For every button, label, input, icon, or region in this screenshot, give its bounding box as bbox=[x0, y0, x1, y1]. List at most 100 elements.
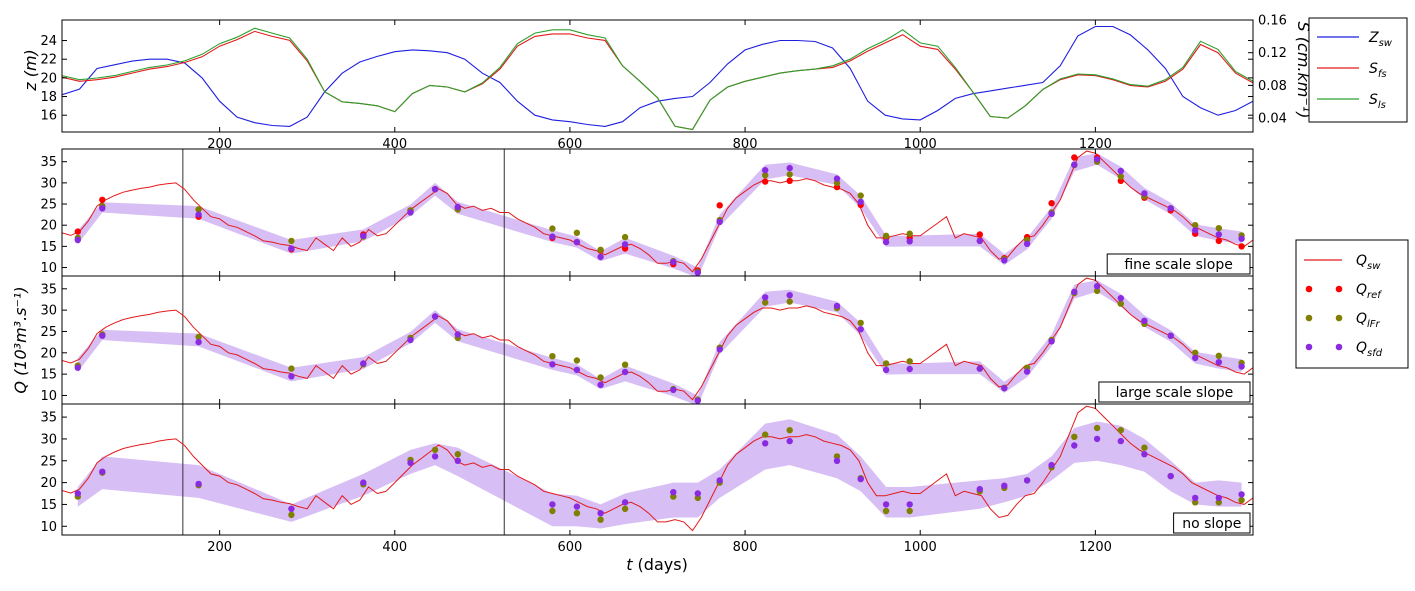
y-tick-label: 20 bbox=[40, 71, 57, 86]
y-tick-label: 15 bbox=[40, 240, 57, 255]
point-q-sfd bbox=[195, 211, 202, 218]
point-q-sfd bbox=[1117, 167, 1125, 175]
point-q-lfr bbox=[906, 230, 913, 237]
uncertainty-band bbox=[77, 280, 1242, 404]
point-q-sfd bbox=[360, 232, 367, 239]
point-q-lfr bbox=[1093, 287, 1101, 295]
point-q-sfd bbox=[762, 440, 769, 447]
point-q-sfd bbox=[74, 236, 82, 244]
z-axis-label: z (m) bbox=[21, 49, 40, 92]
point-q-sfd bbox=[1192, 227, 1199, 234]
point-q-sfd bbox=[1023, 240, 1031, 247]
point-q-lfr bbox=[288, 365, 295, 372]
point-q-sfd bbox=[882, 501, 890, 508]
point-q-lfr bbox=[1071, 433, 1078, 440]
point-q-sfd bbox=[833, 175, 841, 182]
legend-label-q-sfd: Qsfd bbox=[1356, 340, 1383, 359]
point-q-lfr bbox=[882, 360, 890, 367]
panel-no-slope: 200 400 600 800 1000 1200 10 15 20 25 30 35 no slope bbox=[40, 403, 1254, 555]
point-q-sfd bbox=[716, 346, 723, 353]
point-q-lfr bbox=[1192, 499, 1199, 506]
point-q-lfr bbox=[882, 232, 890, 239]
y-tick-label: 18 bbox=[40, 90, 57, 105]
point-q-sfd bbox=[786, 292, 793, 299]
point-q-sfd bbox=[431, 313, 439, 320]
y-tick-label: 30 bbox=[40, 304, 57, 319]
y-tick-label: 15 bbox=[40, 368, 57, 383]
panel-annotation: fine scale slope bbox=[1124, 257, 1233, 273]
point-q-lfr bbox=[1117, 300, 1125, 307]
point-q-ref bbox=[786, 177, 793, 184]
point-q-sfd bbox=[716, 218, 723, 225]
point-q-lfr bbox=[597, 516, 604, 523]
point-q-ref bbox=[716, 202, 723, 209]
s-axis-label: S (cm.km⁻¹) bbox=[1294, 22, 1313, 119]
point-q-sfd bbox=[762, 167, 769, 174]
point-q-sfd bbox=[857, 198, 864, 206]
y-tick-label: 16 bbox=[40, 109, 57, 124]
point-q-sfd bbox=[762, 294, 769, 301]
point-q-lfr bbox=[1093, 424, 1101, 432]
fine-plot-area bbox=[62, 149, 1253, 276]
point-q-sfd bbox=[454, 457, 461, 464]
point-q-sfd bbox=[288, 373, 295, 380]
x-tick-label: 800 bbox=[733, 137, 758, 152]
y2-tick-label: 0.08 bbox=[1258, 79, 1287, 94]
legend-box bbox=[1308, 17, 1408, 123]
point-q-sfd bbox=[906, 238, 913, 245]
point-q-sfd bbox=[1141, 317, 1148, 324]
point-q-sfd bbox=[573, 503, 581, 510]
y2-tick-label: 0.04 bbox=[1258, 112, 1287, 127]
point-q-sfd bbox=[857, 326, 864, 333]
point-q-lfr bbox=[573, 357, 581, 364]
top-series bbox=[62, 25, 1253, 131]
x-tick-label: 800 bbox=[733, 540, 758, 555]
point-q-sfd bbox=[716, 477, 723, 484]
point-q-sfd bbox=[882, 238, 890, 246]
point-q-ref bbox=[976, 231, 983, 238]
y-tick-label: 22 bbox=[40, 53, 57, 68]
panel-annotation-box bbox=[1106, 253, 1251, 275]
point-q-lfr bbox=[549, 353, 556, 360]
point-q-sfd bbox=[597, 381, 604, 388]
point-q-sfd bbox=[670, 489, 677, 496]
point-q-lfr bbox=[906, 507, 913, 515]
y-tick-label: 25 bbox=[40, 198, 57, 213]
point-q-lfr bbox=[786, 427, 793, 434]
uncertainty-band bbox=[77, 419, 1242, 529]
series-q-sw-line bbox=[62, 277, 1253, 401]
legend-label-q-ref: Qref bbox=[1356, 282, 1382, 301]
y-tick-label: 15 bbox=[40, 498, 57, 513]
point-q-sfd bbox=[288, 505, 295, 512]
point-q-lfr bbox=[786, 171, 793, 178]
point-q-ref bbox=[74, 228, 82, 235]
point-q-sfd bbox=[786, 437, 793, 445]
point-q-ref bbox=[1238, 243, 1245, 250]
point-q-sfd bbox=[1167, 205, 1174, 212]
y-tick-label: 10 bbox=[40, 520, 57, 535]
y-tick-label: 10 bbox=[40, 389, 57, 404]
point-q-sfd bbox=[976, 237, 983, 245]
legend-label-s-fs: Sfs bbox=[1369, 61, 1387, 80]
point-q-lfr bbox=[906, 358, 913, 365]
panel-annotation-box bbox=[1173, 512, 1251, 534]
point-q-lfr bbox=[549, 225, 556, 232]
point-q-sfd bbox=[1141, 190, 1148, 197]
point-q-sfd bbox=[976, 485, 983, 493]
point-q-sfd bbox=[454, 331, 461, 338]
point-q-sfd bbox=[549, 233, 556, 240]
y-tick-label: 10 bbox=[40, 261, 57, 276]
y-tick-label: 35 bbox=[40, 282, 57, 297]
point-q-lfr bbox=[882, 507, 890, 515]
large-plot-area bbox=[62, 276, 1253, 404]
point-q-sfd bbox=[1048, 338, 1055, 345]
panel-annotation: large scale slope bbox=[1116, 385, 1234, 401]
point-q-ref bbox=[1048, 200, 1055, 207]
point-q-sfd bbox=[906, 501, 913, 508]
point-q-sfd bbox=[1093, 435, 1101, 443]
point-q-sfd bbox=[1001, 385, 1008, 392]
series-s-fs bbox=[62, 30, 1253, 131]
point-q-lfr bbox=[833, 453, 841, 460]
point-q-sfd bbox=[1117, 295, 1125, 302]
